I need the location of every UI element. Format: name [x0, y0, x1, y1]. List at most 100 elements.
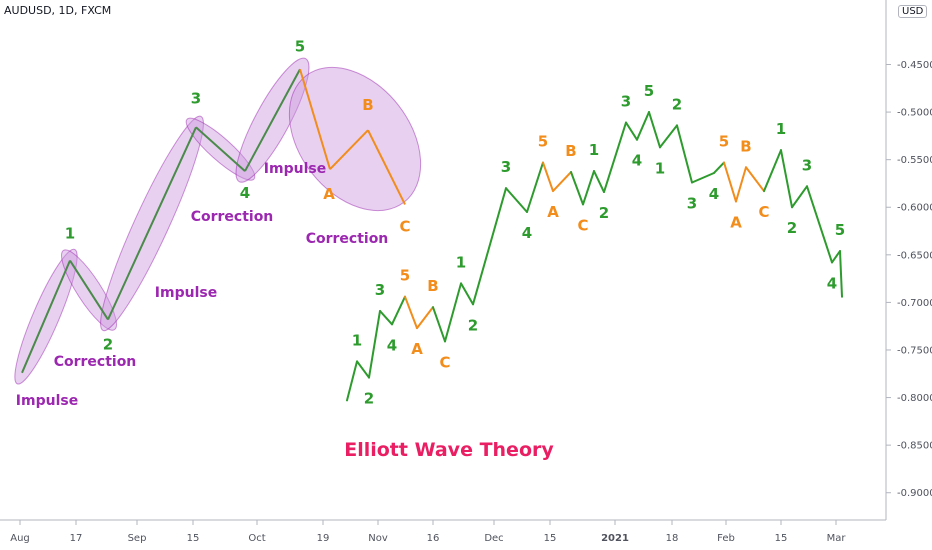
wave-segment	[391, 295, 406, 326]
price-tick-label: -0.75000	[897, 345, 932, 356]
time-tick-label: 2021	[601, 533, 629, 544]
wave-segment	[625, 121, 638, 141]
schematic-wave-segment	[299, 68, 331, 170]
phase-label: Impulse	[16, 393, 78, 409]
wave-label: 5	[719, 133, 729, 151]
price-tick-label: -0.65000	[897, 250, 932, 261]
time-tick-label: 18	[666, 533, 679, 544]
schematic-wave-segment	[195, 126, 246, 172]
time-tick-label: 17	[70, 533, 83, 544]
schematic-wave-label: 4	[240, 184, 250, 202]
wave-label: 2	[599, 204, 609, 222]
wave-segment	[648, 111, 661, 149]
schematic-wave-segment	[244, 68, 301, 172]
wave-segment	[713, 161, 725, 174]
wave-label: 4	[522, 224, 532, 242]
schematic-wave-label: C	[399, 217, 410, 235]
wave-label: 3	[501, 158, 511, 176]
wave-segment	[432, 306, 446, 343]
wave-label: 2	[787, 219, 797, 237]
wave-label: 2	[364, 390, 374, 408]
wave-segment	[526, 161, 544, 213]
wave-label: 5	[644, 82, 654, 100]
price-tick-label: -0.90000	[897, 488, 932, 499]
symbol-label: AUDUSD, 1D, FXCM	[4, 4, 112, 17]
time-tick-label: 15	[187, 533, 200, 544]
wave-label: 5	[400, 267, 410, 285]
wave-label: 4	[709, 185, 719, 203]
wave-segment	[416, 306, 434, 330]
wave-segment	[745, 166, 765, 193]
schematic-wave-label: 3	[191, 89, 201, 107]
wave-label: 2	[672, 95, 682, 113]
wave-label: 2	[468, 316, 478, 334]
wave-segment	[831, 250, 841, 264]
wave-label: A	[730, 214, 742, 232]
schematic-wave-segment	[21, 260, 71, 374]
schematic-wave-segment	[367, 129, 406, 205]
wave-segment	[582, 170, 595, 206]
phase-label: Correction	[191, 209, 274, 225]
time-tick-label: Nov	[368, 533, 388, 544]
wave-segment	[356, 360, 370, 379]
wave-label: 3	[375, 281, 385, 299]
wave-segment	[763, 149, 782, 193]
price-tick-label: -0.50000	[897, 108, 932, 119]
price-tick-label: -0.70000	[897, 298, 932, 309]
schematic-wave-label: 5	[295, 37, 305, 55]
wave-label: 3	[621, 93, 631, 111]
time-tick-label: Aug	[10, 533, 30, 544]
wave-label: C	[758, 203, 769, 221]
wave-label: 5	[835, 221, 845, 239]
wave-label: 1	[456, 253, 466, 271]
time-tick-label: 16	[427, 533, 440, 544]
wave-segment	[839, 250, 843, 298]
time-tick-label: Oct	[248, 533, 265, 544]
phase-label: Correction	[54, 354, 137, 370]
phase-label: Correction	[306, 231, 389, 247]
wave-label: 4	[387, 336, 397, 354]
wave-segment	[676, 124, 693, 184]
wave-segment	[593, 170, 605, 194]
wave-label: B	[565, 142, 576, 160]
price-tick-label: -0.55000	[897, 155, 932, 166]
price-tick-label: -0.85000	[897, 441, 932, 452]
chart-title: Elliott Wave Theory	[344, 439, 554, 461]
time-tick-label: Mar	[827, 533, 847, 544]
wave-segment	[444, 282, 462, 343]
wave-segment	[460, 282, 474, 306]
wave-segment	[723, 161, 737, 203]
wave-segment	[505, 187, 528, 213]
schematic-wave-label: 2	[103, 336, 113, 354]
wave-label: 1	[655, 159, 665, 177]
price-tick-label: -0.45000	[897, 60, 932, 71]
wave-segment	[636, 111, 650, 141]
time-tick-label: 19	[317, 533, 330, 544]
time-tick-label: 15	[775, 533, 788, 544]
price-tick-label: -0.60000	[897, 203, 932, 214]
wave-label: 3	[802, 156, 812, 174]
schematic-wave-segment	[107, 126, 197, 320]
schematic-wave-segment	[329, 129, 369, 170]
schematic-wave-segment	[69, 259, 109, 321]
wave-segment	[472, 187, 507, 306]
wave-segment	[570, 171, 584, 206]
wave-segment	[379, 309, 393, 326]
wave-segment	[806, 185, 833, 264]
time-tick-label: Dec	[484, 533, 503, 544]
wave-label: A	[411, 340, 423, 358]
wave-segment	[542, 161, 554, 193]
phase-label: Impulse	[155, 285, 217, 301]
wave-segment	[691, 171, 715, 184]
wave-segment	[659, 124, 678, 149]
wave-label: C	[577, 216, 588, 234]
schematic-wave-label: 1	[65, 225, 75, 243]
wave-segment	[368, 309, 381, 379]
currency-badge[interactable]: USD	[898, 5, 928, 18]
wave-label: C	[439, 353, 450, 371]
wave-segment	[735, 166, 747, 203]
wave-segment	[404, 295, 418, 330]
wave-label: 3	[687, 194, 697, 212]
schematic-wave-label: A	[323, 185, 335, 203]
